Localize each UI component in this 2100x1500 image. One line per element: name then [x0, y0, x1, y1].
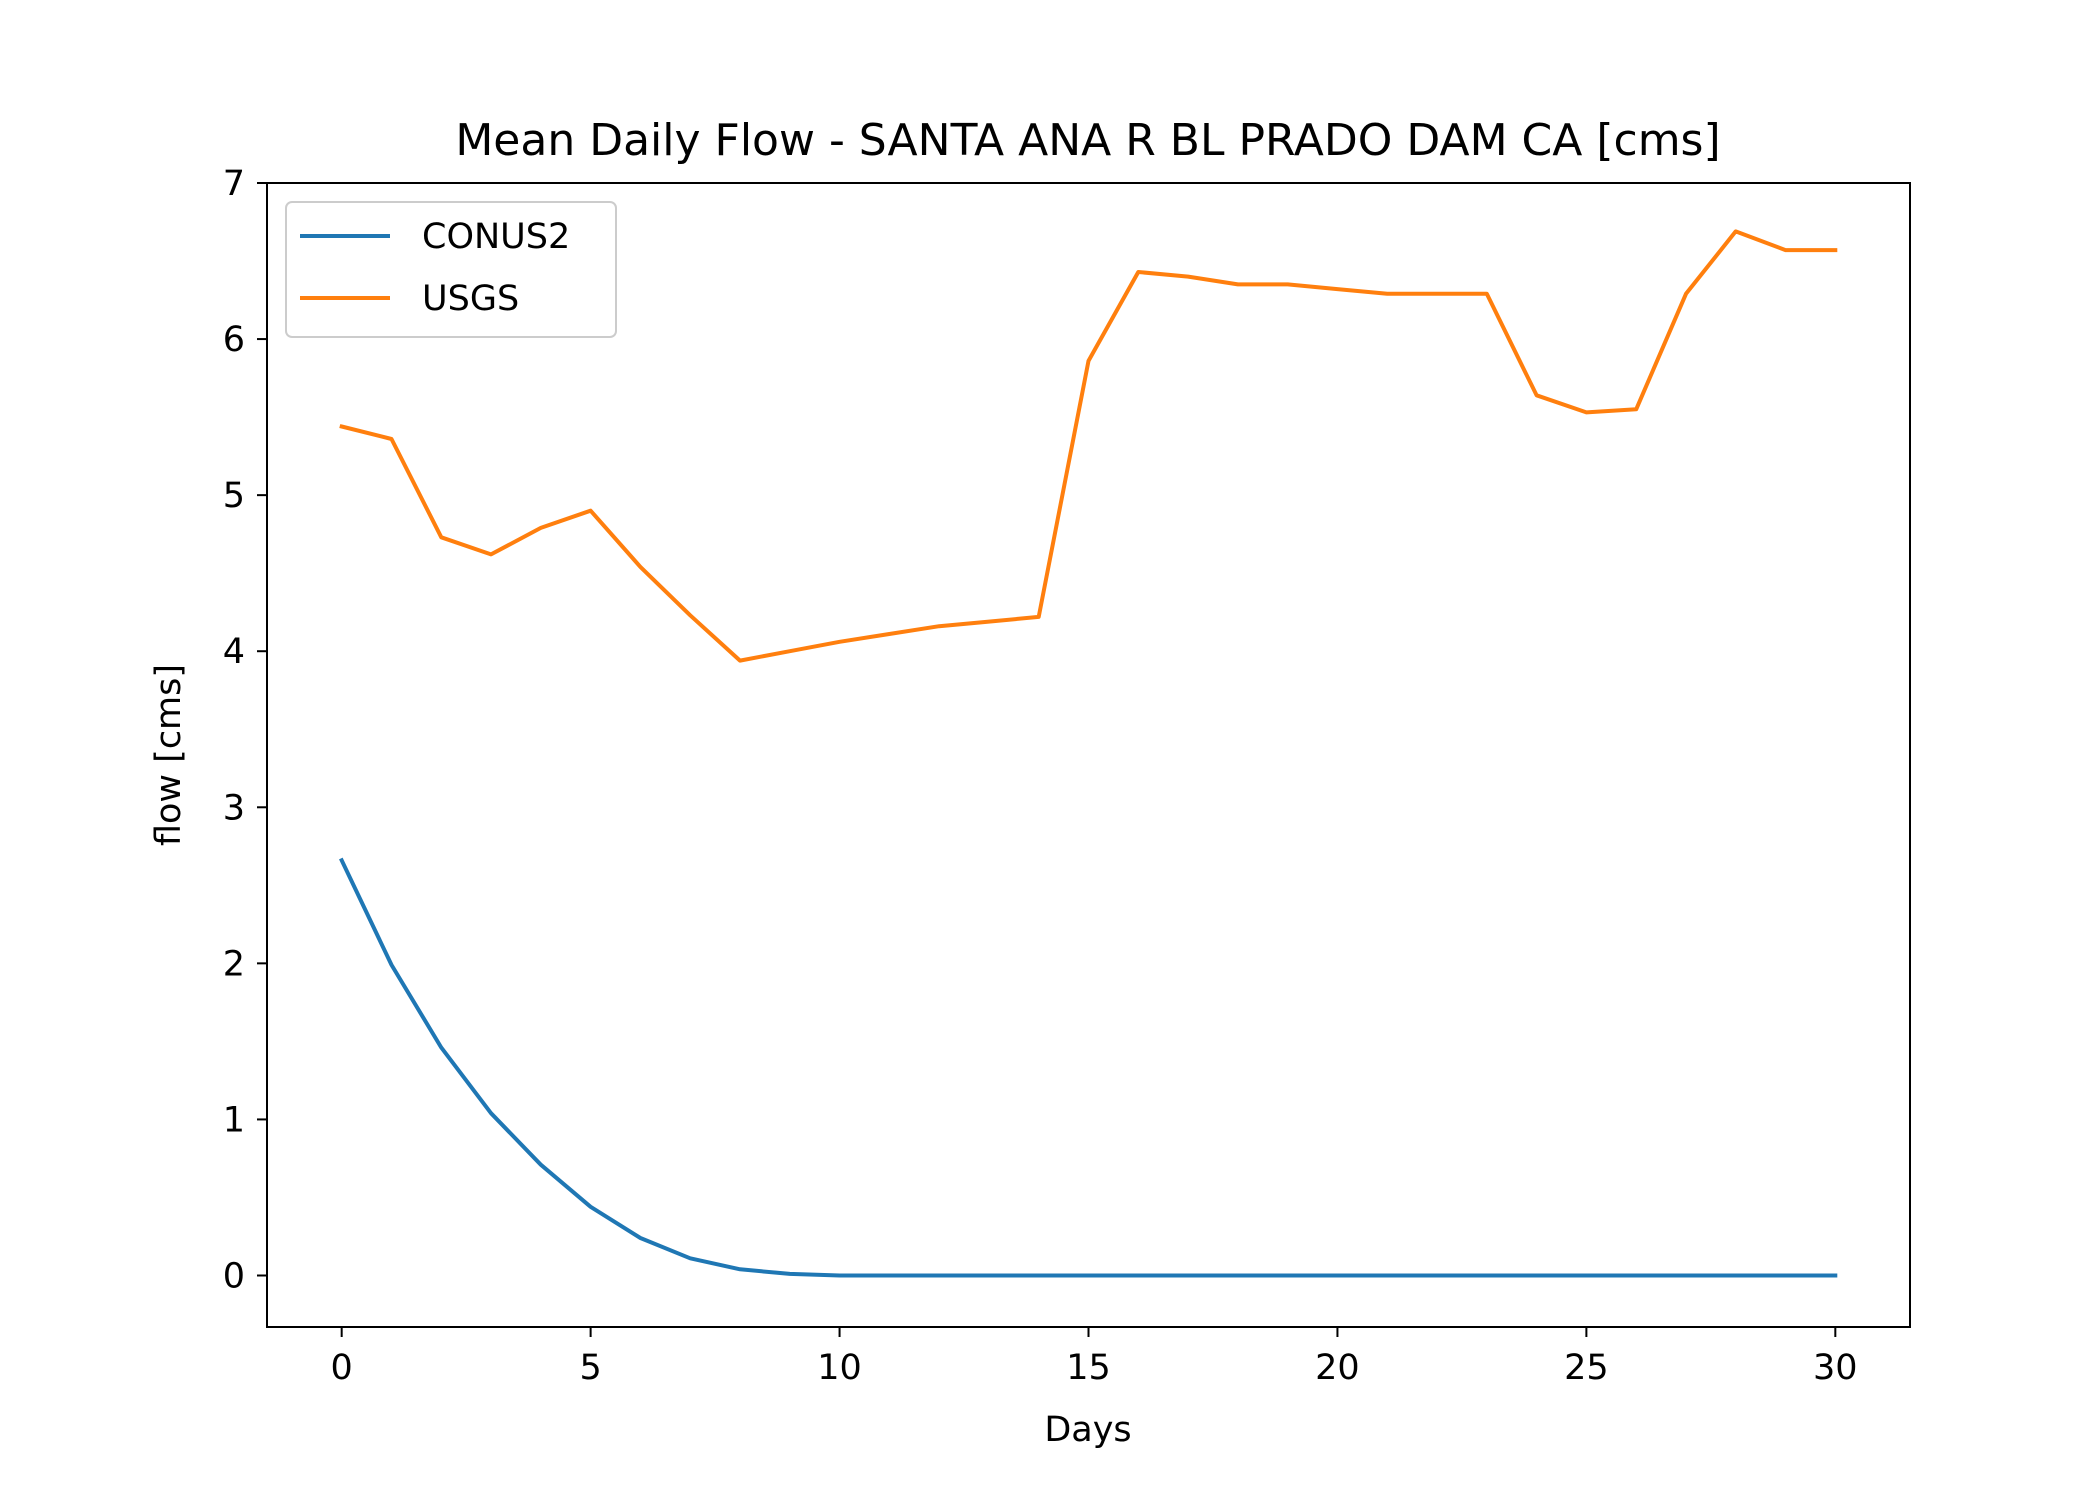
y-tick-label: 3	[223, 788, 245, 828]
x-tick-label: 15	[1066, 1348, 1111, 1388]
y-tick-label: 1	[223, 1100, 245, 1140]
series-layer	[339, 229, 1838, 1278]
series-line-conus2	[339, 857, 1838, 1278]
legend: CONUS2 USGS	[285, 201, 617, 338]
x-axis-label: Days	[1044, 1410, 1131, 1450]
y-axis-label: flow [cms]	[149, 664, 189, 846]
chart-title: Mean Daily Flow - SANTA ANA R BL PRADO D…	[455, 115, 1720, 166]
series-line-usgs	[339, 229, 1838, 663]
y-tick-label: 6	[223, 320, 245, 360]
x-tick-label: 30	[1813, 1348, 1858, 1388]
y-axis: 0 1 2 3 4 5 6 7	[223, 164, 267, 1296]
x-tick-label: 10	[817, 1348, 862, 1388]
y-tick-label: 4	[223, 632, 245, 672]
x-tick-label: 25	[1564, 1348, 1609, 1388]
x-tick-label: 0	[331, 1348, 353, 1388]
x-tick-label: 5	[579, 1348, 601, 1388]
y-tick-label: 2	[223, 944, 245, 984]
y-tick-label: 7	[223, 164, 245, 204]
x-tick-label: 20	[1315, 1348, 1360, 1388]
legend-label-usgs: USGS	[422, 279, 519, 319]
legend-label-conus2: CONUS2	[422, 217, 570, 257]
y-tick-label: 5	[223, 476, 245, 516]
y-tick-label: 0	[223, 1256, 245, 1296]
x-axis: 0 5 10 15 20 25 30	[331, 1327, 1858, 1388]
